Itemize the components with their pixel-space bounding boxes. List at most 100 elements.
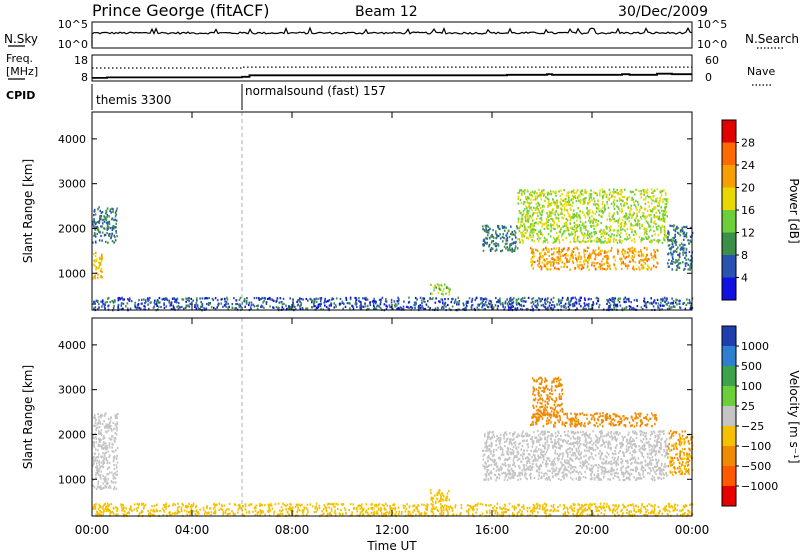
data-cell bbox=[664, 507, 667, 510]
data-cell bbox=[526, 229, 529, 232]
data-cell bbox=[545, 222, 548, 225]
data-cell bbox=[355, 298, 358, 302]
data-cell bbox=[646, 237, 648, 240]
data-cell bbox=[617, 207, 620, 210]
data-cell bbox=[578, 300, 580, 303]
colorbar-segment bbox=[722, 277, 736, 301]
data-cell bbox=[237, 504, 240, 507]
data-cell bbox=[424, 308, 427, 311]
data-cell bbox=[491, 233, 493, 237]
data-cell bbox=[623, 202, 626, 205]
data-cell bbox=[533, 255, 536, 258]
data-cell bbox=[268, 511, 270, 514]
data-cell bbox=[250, 308, 252, 311]
data-cell bbox=[99, 513, 101, 516]
data-cell bbox=[663, 229, 666, 232]
data-cell bbox=[182, 298, 185, 301]
data-cell bbox=[400, 512, 403, 515]
data-cell bbox=[588, 202, 590, 205]
data-cell bbox=[245, 511, 248, 514]
data-cell bbox=[508, 299, 511, 302]
data-cell bbox=[639, 193, 642, 196]
data-cell bbox=[517, 192, 519, 195]
data-cell bbox=[99, 421, 101, 424]
data-cell bbox=[436, 491, 439, 494]
data-cell bbox=[519, 509, 521, 512]
data-cell bbox=[513, 461, 515, 464]
data-cell bbox=[106, 431, 108, 434]
data-cell bbox=[537, 434, 540, 437]
data-cell bbox=[537, 208, 539, 211]
data-cell bbox=[550, 263, 552, 266]
data-cell bbox=[584, 503, 586, 507]
data-cell bbox=[628, 441, 630, 444]
data-cell bbox=[530, 201, 533, 204]
data-cell bbox=[642, 214, 644, 217]
data-cell bbox=[561, 232, 564, 236]
data-cell bbox=[385, 513, 387, 516]
data-cell bbox=[619, 209, 621, 212]
data-cell bbox=[650, 504, 652, 507]
data-cell bbox=[551, 257, 553, 260]
data-cell bbox=[629, 210, 631, 213]
data-cell bbox=[140, 302, 143, 305]
data-cell bbox=[388, 304, 391, 307]
data-cell bbox=[407, 301, 410, 304]
data-cell bbox=[605, 241, 608, 244]
data-cell bbox=[651, 256, 653, 259]
data-cell bbox=[583, 201, 586, 204]
data-cell bbox=[328, 304, 331, 307]
data-cell bbox=[109, 486, 112, 489]
data-cell bbox=[532, 267, 535, 270]
data-cell bbox=[649, 228, 652, 231]
data-cell bbox=[646, 260, 649, 263]
data-cell bbox=[607, 206, 610, 209]
data-cell bbox=[617, 229, 620, 232]
ytick-label: 2000 bbox=[58, 222, 86, 235]
data-cell bbox=[390, 514, 392, 517]
data-cell bbox=[519, 241, 521, 244]
data-cell bbox=[644, 508, 647, 511]
data-cell bbox=[644, 229, 646, 233]
data-cell bbox=[550, 230, 552, 233]
data-cell bbox=[659, 442, 662, 445]
data-cell bbox=[557, 509, 560, 512]
data-cell bbox=[134, 301, 136, 304]
data-cell bbox=[144, 305, 146, 308]
data-cell bbox=[331, 503, 334, 506]
data-cell bbox=[558, 220, 560, 223]
colorbar-tick-label: 28 bbox=[741, 137, 755, 150]
data-cell bbox=[565, 237, 567, 240]
data-cell bbox=[532, 234, 534, 237]
data-cell bbox=[547, 192, 550, 195]
data-cell bbox=[662, 508, 665, 511]
data-cell bbox=[636, 305, 639, 308]
data-cell bbox=[92, 241, 94, 244]
data-cell bbox=[389, 504, 391, 508]
data-cell bbox=[343, 507, 346, 510]
data-cell bbox=[362, 305, 365, 308]
data-cell bbox=[138, 502, 141, 505]
data-cell bbox=[165, 507, 167, 510]
data-cell bbox=[95, 473, 97, 477]
data-cell bbox=[628, 213, 631, 216]
data-cell bbox=[106, 223, 109, 226]
data-cell bbox=[397, 506, 400, 509]
data-cell bbox=[440, 505, 443, 508]
data-cell bbox=[679, 262, 682, 265]
data-cell bbox=[660, 301, 662, 304]
data-cell bbox=[614, 474, 616, 478]
data-cell bbox=[94, 235, 97, 238]
data-cell bbox=[103, 218, 105, 221]
data-cell bbox=[587, 240, 590, 243]
data-cell bbox=[570, 254, 573, 257]
data-cell bbox=[100, 274, 103, 278]
data-cell bbox=[105, 457, 107, 460]
data-cell bbox=[580, 305, 582, 308]
data-cell bbox=[536, 194, 539, 197]
data-cell bbox=[508, 502, 511, 505]
data-cell bbox=[620, 510, 622, 513]
data-cell bbox=[116, 470, 118, 473]
data-cell bbox=[591, 252, 594, 255]
data-cell bbox=[111, 234, 113, 237]
